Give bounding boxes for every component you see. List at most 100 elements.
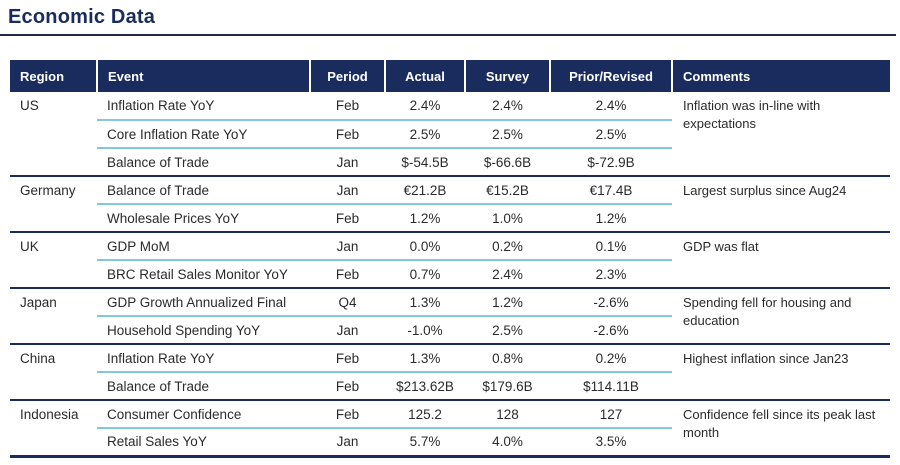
period-cell: Feb (335, 210, 360, 226)
table-row: Retail Sales YoY Jan 5.7% 4.0% 3.5% (10, 428, 890, 456)
economic-data-table: Region Event Period Actual Survey Prior/… (10, 60, 890, 458)
region-cell: Germany (10, 175, 97, 232)
region-cell: Indonesia (10, 399, 97, 456)
title-underline (0, 34, 896, 36)
table-row: China Inflation Rate YoY Feb 1.3% 0.8% 0.2% Hi… (10, 343, 890, 400)
prior-cell: 0.2% (550, 343, 672, 373)
prior-cell: 2.5% (550, 120, 672, 149)
actual-cell: 125.2 (385, 399, 465, 429)
period-cell: Jan (310, 175, 385, 205)
survey-cell: 128 (465, 399, 550, 429)
actual-cell: €21.2B (385, 175, 465, 205)
actual-cell: 1.3% (385, 287, 465, 317)
survey-cell: 2.4% (492, 266, 523, 282)
period-cell: Jan (336, 154, 359, 170)
actual-cell: 2.5% (385, 120, 465, 149)
event-cell: Balance of Trade (107, 154, 210, 170)
event-cell: Retail Sales YoY (107, 434, 207, 450)
table-row: Germany Balance of Trade Jan €21.2B €15.2B €1… (10, 175, 890, 232)
comment-cell: Largest surplus since Aug24 (672, 175, 890, 232)
comment-cell: Spending fell for housing and education (672, 287, 890, 344)
column-header-region: Region (10, 60, 97, 92)
prior-cell: -2.6% (550, 287, 672, 317)
actual-cell: -1.0% (407, 322, 443, 338)
region-cell: US (20, 98, 39, 113)
actual-cell: 1.3% (385, 343, 465, 373)
table-row: Wholesale Prices YoY Feb 1.2% 1.0% 1.2% (10, 204, 890, 232)
column-header-survey: Survey (464, 60, 550, 92)
event-cell: Consumer Confidence (97, 399, 310, 429)
event-cell: BRC Retail Sales Monitor YoY (107, 266, 288, 282)
event-cell: GDP MoM (97, 231, 310, 261)
actual-cell: $213.62B (396, 378, 454, 394)
survey-cell: 2.5% (492, 322, 523, 338)
period-cell: Jan (336, 322, 359, 338)
comment-cell: GDP was flat (672, 231, 890, 288)
header-row: Region Event Period Actual Survey Prior/… (10, 60, 890, 92)
period-cell: Jan (336, 434, 359, 450)
period-cell: Feb (310, 92, 385, 121)
period-cell: Feb (335, 378, 360, 394)
table-row: Core Inflation Rate YoY Feb 2.5% 2.5% 2.5% (10, 120, 890, 149)
table-row: Balance of Trade Jan $-54.5B $-66.6B $-72.9B (10, 148, 890, 176)
event-cell: Wholesale Prices YoY (107, 210, 240, 226)
prior-cell: 3.5% (595, 434, 627, 450)
column-header-period: Period (309, 60, 385, 92)
table-row: Indonesia Consumer Confidence Feb 125.2 128 1… (10, 399, 890, 456)
prior-cell: 127 (550, 399, 672, 429)
actual-cell: $-54.5B (401, 154, 449, 170)
table-header: Region Event Period Actual Survey Prior/… (10, 60, 890, 92)
survey-cell: $-66.6B (483, 154, 532, 170)
table-row: UK GDP MoM Jan 0.0% 0.2% 0.1% GDP was flat (10, 231, 890, 288)
actual-cell: 2.4% (385, 92, 465, 121)
period-cell: Feb (335, 266, 360, 282)
prior-cell: €17.4B (550, 175, 672, 205)
survey-cell: 0.2% (465, 231, 550, 261)
column-header-actual: Actual (384, 60, 465, 92)
page-title: Economic Data (8, 6, 156, 28)
event-cell: Household Spending YoY (107, 322, 261, 338)
period-cell: Feb (310, 399, 385, 429)
table-row: Japan GDP Growth Annualized Final Q4 1.3% 1.… (10, 287, 890, 344)
prior-cell: $-72.9B (587, 154, 635, 170)
survey-cell: 1.0% (492, 210, 523, 226)
survey-cell: 1.2% (465, 287, 550, 317)
column-header-prior-revised: Prior/Revised (549, 60, 672, 92)
period-cell: Feb (310, 343, 385, 373)
event-cell: Balance of Trade (97, 175, 310, 205)
region-cell: UK (10, 231, 97, 288)
prior-cell: 0.1% (550, 231, 672, 261)
table-row: BRC Retail Sales Monitor YoY Feb 0.7% 2.4% 2… (10, 260, 890, 288)
period-cell: Jan (310, 231, 385, 261)
region-cell: China (10, 343, 97, 400)
prior-cell: -2.6% (593, 322, 629, 338)
column-header-comments: Comments (671, 60, 890, 92)
survey-cell: 2.4% (465, 92, 550, 121)
period-cell: Feb (310, 120, 385, 149)
survey-cell: 4.0% (492, 434, 523, 450)
table-body: US Inflation Rate YoY Feb 2.4% 2.4% 2.4% Infla… (10, 92, 890, 456)
survey-cell: €15.2B (465, 175, 550, 205)
actual-cell: 1.2% (409, 210, 441, 226)
comment-cell: Inflation was in-line with expectations (683, 98, 821, 131)
prior-cell: 1.2% (595, 210, 627, 226)
event-cell: Inflation Rate YoY (97, 92, 310, 121)
actual-cell: 0.0% (385, 231, 465, 261)
period-cell: Q4 (310, 287, 385, 317)
event-cell: Balance of Trade (107, 378, 210, 394)
column-header-event: Event (96, 60, 310, 92)
comment-cell: Highest inflation since Jan23 (672, 343, 890, 400)
table-row: Balance of Trade Feb $213.62B $179.6B $114.1… (10, 372, 890, 400)
prior-cell: 2.3% (595, 266, 627, 282)
event-cell: GDP Growth Annualized Final (97, 287, 310, 317)
survey-cell: 0.8% (465, 343, 550, 373)
prior-cell: $114.11B (583, 378, 639, 394)
table-row: Household Spending YoY Jan -1.0% 2.5% -2.6% (10, 316, 890, 344)
survey-cell: $179.6B (482, 378, 533, 394)
actual-cell: 5.7% (409, 434, 441, 450)
survey-cell: 2.5% (465, 120, 550, 149)
region-cell: Japan (10, 287, 97, 344)
event-cell: Core Inflation Rate YoY (97, 120, 310, 149)
actual-cell: 0.7% (409, 266, 441, 282)
